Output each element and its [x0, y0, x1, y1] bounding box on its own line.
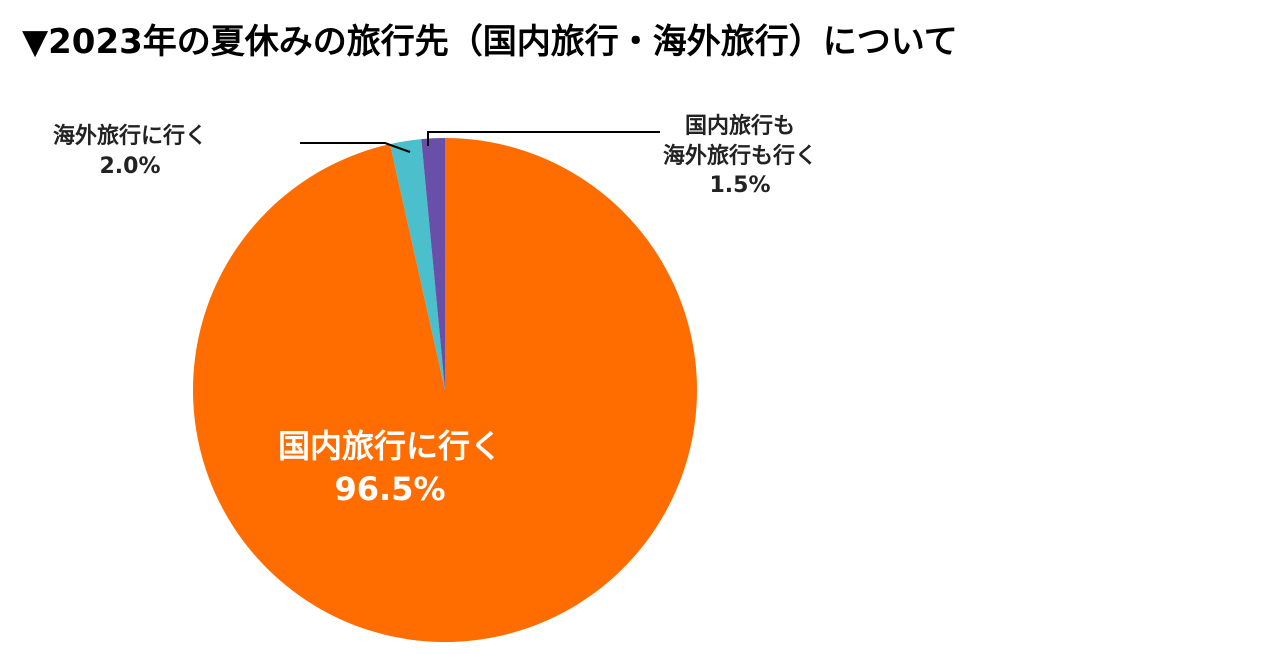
slice-category-label: 海外旅行に行く — [52, 124, 208, 149]
slice-label: 国内旅行に行く 96.5% — [278, 425, 502, 511]
leader-line — [300, 142, 411, 153]
slices — [193, 138, 697, 643]
slice-value-label: 1.5% — [709, 173, 771, 199]
slice-category-label: 国内旅行に行く — [277, 427, 503, 465]
slice-category-label: 国内旅行も 海外旅行も行く — [662, 114, 818, 169]
slice-label: 海外旅行に行く 2.0% — [53, 122, 207, 181]
leader-line — [427, 131, 660, 146]
pie-slice — [390, 139, 445, 390]
pie-slice — [421, 138, 445, 390]
chart-title: ▼2023年の夏休みの旅行先（国内旅行・海外旅行）について — [22, 22, 958, 62]
pie-slice — [193, 138, 697, 643]
slice-value-label: 2.0% — [99, 153, 161, 179]
slice-value-label: 96.5% — [334, 470, 446, 509]
slice-label: 国内旅行も 海外旅行も行く 1.5% — [663, 112, 817, 201]
